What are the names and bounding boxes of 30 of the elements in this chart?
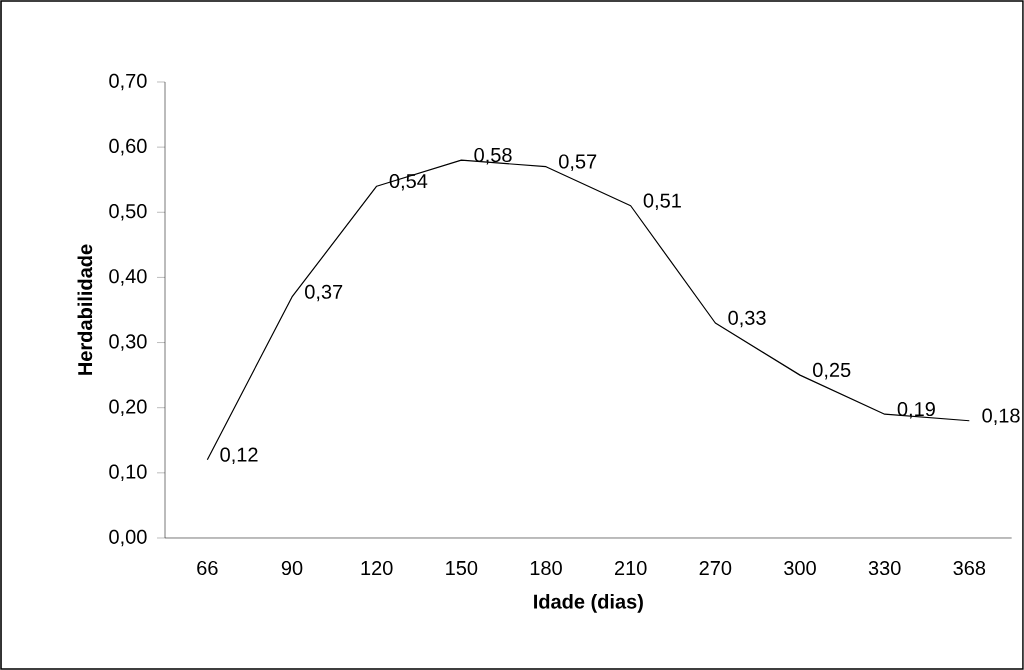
data-label: 0,58 (474, 147, 512, 165)
y-tick-label: 0,20 (109, 399, 147, 416)
x-tick-label: 120 (361, 560, 393, 576)
x-tick-label: 66 (197, 560, 218, 576)
data-label: 0,33 (728, 310, 766, 328)
y-tick-label: 0,30 (109, 334, 147, 351)
y-tick-label: 0,70 (109, 73, 147, 91)
data-label: 0,37 (305, 284, 343, 302)
y-tick-label: 0,50 (109, 204, 147, 221)
y-tick-label: 0,10 (109, 464, 147, 482)
x-tick-label: 300 (784, 560, 816, 576)
x-tick-label: 150 (446, 560, 478, 576)
x-tick-label: 210 (614, 560, 647, 576)
data-label: 0,18 (982, 408, 1020, 425)
x-tick-label: 180 (530, 560, 562, 576)
data-label: 0,19 (897, 401, 935, 419)
y-tick-label: 0,60 (109, 138, 147, 156)
data-label: 0,57 (559, 154, 597, 171)
x-tick-label: 90 (281, 560, 303, 576)
x-axis-title: Idade (dias) (534, 594, 643, 613)
data-label: 0,51 (643, 193, 681, 211)
data-label: 0,12 (220, 447, 258, 465)
y-tick-label: 0,40 (109, 269, 147, 286)
x-tick-label: 330 (868, 560, 901, 576)
data-label: 0,25 (813, 362, 851, 380)
data-label: 0,54 (389, 173, 428, 191)
x-tick-label: 270 (699, 560, 732, 576)
y-axis-title: Herdabilidade (77, 244, 93, 375)
y-tick-label: 0,00 (109, 529, 147, 547)
x-tick-label: 368 (953, 560, 986, 576)
